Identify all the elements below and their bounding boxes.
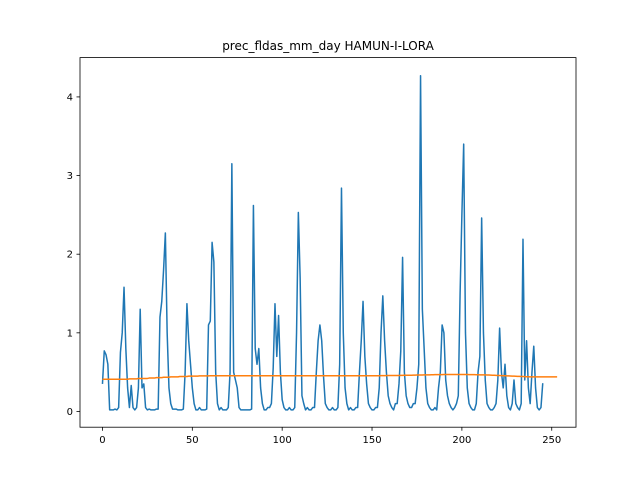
- y-tick-label: 0: [67, 407, 73, 418]
- x-tick-label: 200: [452, 435, 471, 446]
- series-line-1: [101, 74, 544, 411]
- x-tick-label: 50: [186, 435, 199, 446]
- x-tick-label: 100: [273, 435, 292, 446]
- x-tick-label: 0: [99, 435, 105, 446]
- y-tick-label: 4: [67, 92, 73, 103]
- chart-title: prec_fldas_mm_day HAMUN-I-LORA: [222, 39, 434, 53]
- y-axis: 0 1 2 3 4: [67, 92, 80, 418]
- plot-area: [101, 74, 558, 411]
- x-axis: 0 50 100 150 200 250: [99, 427, 561, 446]
- y-tick-label: 1: [67, 328, 73, 339]
- y-tick-label: 2: [67, 250, 73, 261]
- series-line-2: [102, 373, 558, 380]
- x-tick-label: 150: [362, 435, 381, 446]
- axes-frame: [79, 57, 577, 428]
- y-tick-label: 3: [67, 171, 73, 182]
- x-tick-label: 250: [542, 435, 561, 446]
